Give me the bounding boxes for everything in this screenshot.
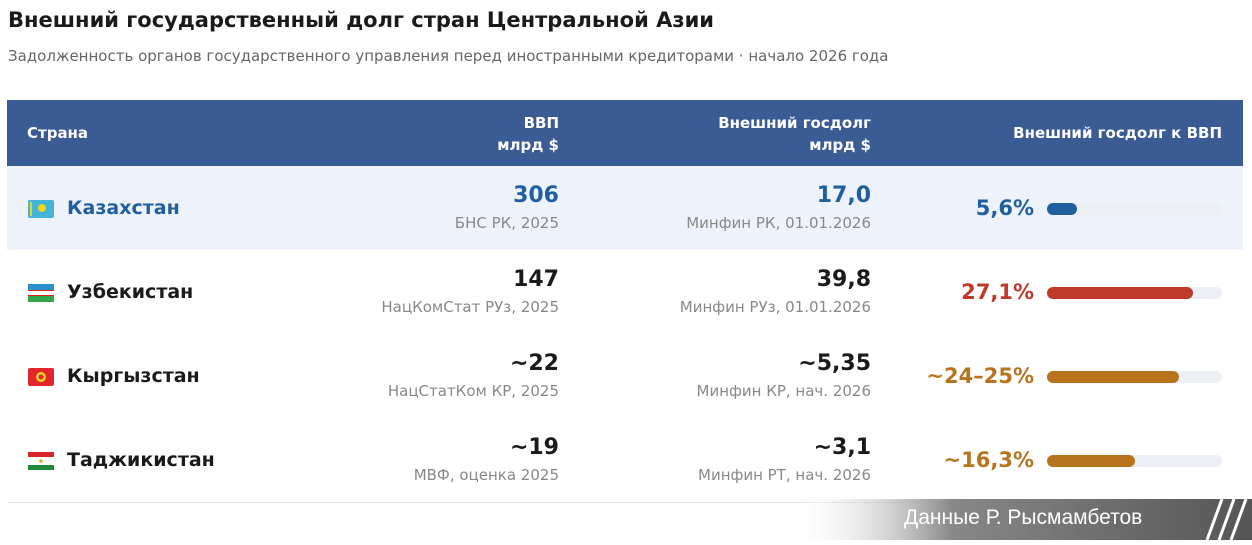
column-header: Страна	[27, 124, 89, 142]
bar	[1047, 287, 1193, 299]
credit: Данные Р. Рысмамбетов	[904, 506, 1143, 529]
value: ~3,1	[813, 435, 871, 460]
country: Кыргызстан	[67, 365, 200, 387]
value: ~19	[509, 435, 559, 460]
source: Минфин РУз, 01.01.2026	[679, 298, 871, 316]
subtitle: Задолженность органов государственного у…	[8, 47, 889, 65]
column-header: Внешний госдолг	[718, 114, 871, 132]
value: ~5,35	[798, 351, 871, 376]
value: ~22	[509, 351, 559, 376]
bar	[1047, 371, 1179, 383]
value: 306	[513, 183, 559, 208]
column-header: ВВП	[523, 114, 559, 132]
source: МВФ, оценка 2025	[413, 466, 559, 484]
value: 39,8	[816, 267, 871, 292]
country: Узбекистан	[67, 281, 194, 303]
title: Внешний государственный долг стран Центр…	[8, 8, 715, 32]
source: БНС РК, 2025	[454, 214, 559, 232]
value: 147	[513, 267, 559, 292]
source: Минфин РТ, нач. 2026	[698, 466, 871, 484]
ratio-label: ~24–25%	[926, 364, 1034, 388]
row	[7, 166, 1243, 251]
bar-track	[1047, 203, 1222, 215]
source: НацСтатКом КР, 2025	[387, 382, 559, 400]
ratio-label: ~16,3%	[943, 448, 1034, 472]
credit-stripes	[1205, 498, 1248, 541]
country: Таджикистан	[67, 449, 215, 471]
source: НацКомСтат РУз, 2025	[381, 298, 559, 316]
column-unit: млрд $	[809, 136, 871, 154]
table-header	[7, 100, 1243, 166]
ratio-label: 5,6%	[975, 196, 1034, 220]
bar	[1047, 455, 1135, 467]
value: 17,0	[816, 183, 871, 208]
bar	[1047, 203, 1078, 215]
column-header: Внешний госдолг к ВВП	[1013, 124, 1222, 142]
source: Минфин КР, нач. 2026	[696, 382, 871, 400]
ratio-label: 27,1%	[961, 280, 1034, 304]
column-unit: млрд $	[497, 136, 559, 154]
row	[7, 418, 1243, 503]
row	[7, 334, 1243, 419]
source: Минфин РК, 01.01.2026	[686, 214, 871, 232]
country: Казахстан	[67, 197, 180, 219]
